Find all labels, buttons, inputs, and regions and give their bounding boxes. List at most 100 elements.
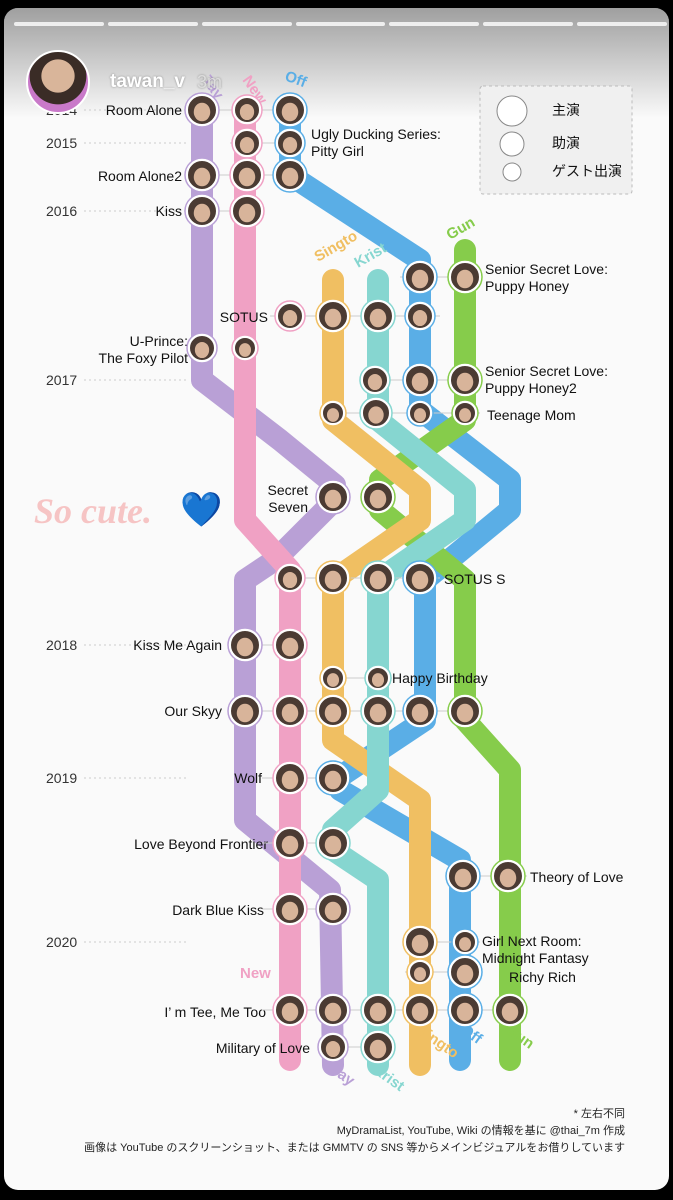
portrait-face	[326, 408, 340, 422]
portrait-face	[412, 309, 428, 327]
progress-segment	[483, 22, 574, 26]
drama-label: Kiss	[156, 203, 182, 219]
portrait-face	[454, 868, 472, 888]
drama-label: Happy Birthday	[392, 670, 488, 686]
portrait-face	[324, 1002, 342, 1022]
portrait-face	[369, 489, 387, 509]
drama-label: Senior Secret Love: Puppy Honey	[485, 261, 608, 294]
portrait-face	[369, 703, 387, 723]
portrait-face	[369, 570, 387, 590]
portrait-face	[411, 372, 429, 392]
infographic-card: 主演助演ゲスト出演2014201520162017201820192020Tay…	[4, 8, 669, 1190]
portrait-face	[371, 673, 385, 687]
drama-label: Kiss Me Again	[133, 637, 222, 653]
portrait-face	[281, 102, 299, 122]
portrait-face	[456, 964, 474, 984]
portrait-face	[367, 373, 383, 391]
portrait-face	[193, 167, 211, 187]
year-label: 2019	[46, 770, 77, 786]
portrait-face	[236, 703, 254, 723]
progress-segment	[577, 22, 668, 26]
line-singto	[322, 269, 431, 1076]
drama-label: I’ m Tee, Me Too	[164, 1004, 266, 1020]
portrait-face	[238, 203, 256, 223]
drama-label: Wolf	[234, 770, 262, 786]
portrait-face	[456, 703, 474, 723]
progress-segment	[201, 22, 292, 26]
drama-label: Our Skyy	[164, 703, 222, 719]
legend-circle-lead	[496, 95, 528, 127]
drama-label: Senior Secret Love: Puppy Honey2	[485, 363, 608, 396]
portrait-face	[325, 1040, 341, 1058]
progress-segment	[295, 22, 386, 26]
line-name-top: Gun	[444, 214, 478, 244]
footer-credit: 画像は YouTube のスクリーンショット、または GMMTV の SNS 等…	[84, 1142, 625, 1154]
portrait-face	[324, 901, 342, 921]
portrait-face	[239, 136, 255, 154]
portrait-face	[324, 835, 342, 855]
post-age: 3m	[196, 71, 222, 92]
portrait-face	[456, 372, 474, 392]
drama-label: Girl Next Room: Midnight Fantasy	[482, 933, 589, 966]
username[interactable]: tawan_v	[110, 71, 185, 92]
portrait-face	[411, 703, 429, 723]
portrait-face	[324, 308, 342, 328]
legend-label-lead: 主演	[552, 102, 580, 118]
portrait-face	[501, 1002, 519, 1022]
legend-label-support: 助演	[552, 135, 580, 151]
year-label: 2017	[46, 372, 77, 388]
overlay-text: So cute.	[34, 491, 153, 531]
portrait-face	[456, 269, 474, 289]
progress-segment	[107, 22, 198, 26]
drama-label: Love Beyond Frontier	[134, 836, 268, 852]
line-name-top: Off	[283, 68, 310, 92]
drama-label: Teenage Mom	[487, 407, 576, 423]
drama-label: Ugly Ducking Series: Pitty Girl	[311, 126, 441, 159]
portrait-face	[193, 102, 211, 122]
drama-label: SOTUS S	[444, 571, 505, 587]
drama-label: SOTUS	[220, 309, 268, 325]
portrait-face	[369, 1039, 387, 1059]
footer-note: * 左右不同	[573, 1108, 625, 1120]
legend-circle-support	[499, 131, 525, 157]
portrait-face	[411, 269, 429, 289]
story-progress-bar	[14, 22, 668, 26]
blue-heart-icon: 💙	[180, 491, 223, 529]
portrait-face	[499, 868, 517, 888]
legend-label-guest: ゲスト出演	[552, 163, 622, 179]
portrait-face	[193, 203, 211, 223]
line-name-bottom: New	[240, 965, 271, 982]
portrait-face	[458, 408, 472, 422]
portrait-face	[413, 408, 427, 422]
year-label: 2020	[46, 934, 77, 950]
portrait-face	[458, 937, 472, 951]
portrait-face	[324, 570, 342, 590]
portrait-face	[369, 308, 387, 328]
drama-label: Room Alone	[106, 102, 182, 118]
portrait-face	[238, 343, 252, 357]
year-label: 2018	[46, 637, 77, 653]
drama-label: Richy Rich	[509, 969, 576, 985]
legend-circle-guest	[502, 162, 522, 182]
portrait-face	[282, 309, 298, 327]
avatar[interactable]	[26, 50, 90, 114]
year-label: 2015	[46, 135, 77, 151]
progress-segment	[389, 22, 480, 26]
portrait-face	[281, 770, 299, 790]
portrait-face	[281, 901, 299, 921]
footer-notes: * 左右不同 MyDramaList, YouTube, Wiki の情報を基に…	[84, 1106, 625, 1157]
portrait-face	[411, 570, 429, 590]
drama-label: Military of Love	[216, 1040, 310, 1056]
portrait-face	[369, 1002, 387, 1022]
portrait-face	[411, 934, 429, 954]
portrait-face	[324, 489, 342, 509]
portrait-face	[324, 703, 342, 723]
portrait-face	[281, 167, 299, 187]
drama-label: U-Prince: The Foxy Pilot	[99, 333, 189, 366]
portrait-face	[326, 673, 340, 687]
portrait-face	[368, 406, 384, 424]
portrait-face	[324, 770, 342, 790]
portrait-face	[282, 571, 298, 589]
portrait-face	[282, 136, 298, 154]
